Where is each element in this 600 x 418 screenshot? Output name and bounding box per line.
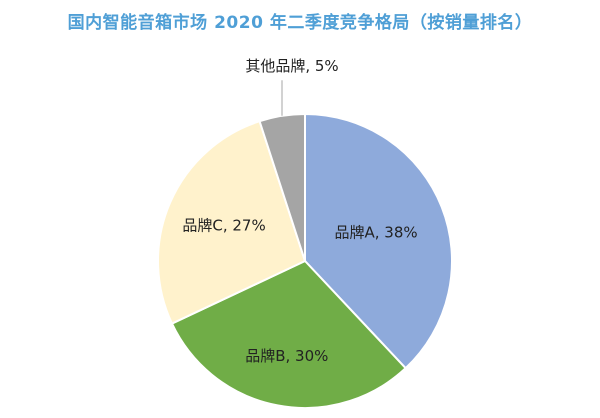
chart-title: 国内智能音箱市场 2020 年二季度竞争格局（按销量排名） — [67, 13, 533, 33]
pie-slice-1 — [304, 112, 454, 370]
pie-slice-4 — [258, 112, 306, 262]
pie-slice-3 — [157, 119, 307, 325]
slice-label-1: 品牌A, 38% — [334, 223, 417, 241]
slice-label-2: 品牌B, 30% — [245, 347, 328, 365]
slice-label-4: 其他品牌, 5% — [245, 57, 338, 75]
slice-label-3: 品牌C, 27% — [182, 216, 265, 234]
pie-slice-2 — [170, 259, 408, 409]
